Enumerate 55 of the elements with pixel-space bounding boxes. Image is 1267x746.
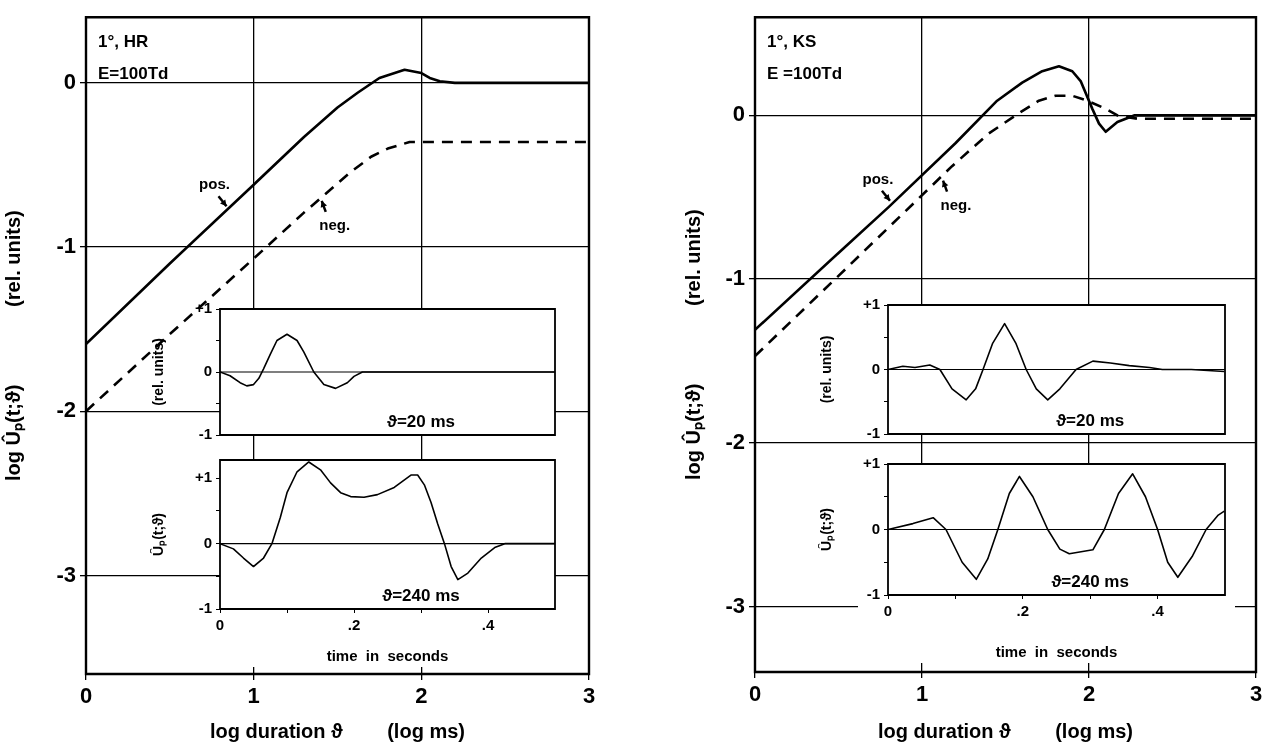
- y-axis-title: log Ûₚ(t;ϑ) (rel. units): [0, 210, 26, 481]
- y-tick-label: -3: [725, 592, 745, 618]
- y-tick-label: -1: [198, 425, 212, 443]
- y-axis-title: (rel. units): [818, 335, 835, 404]
- y-axis-title: log Ûₚ(t;ϑ) (rel. units): [680, 209, 706, 480]
- y-axis-title: (rel. units): [150, 338, 167, 406]
- y-tick-label: 0: [871, 359, 880, 377]
- y-tick-label: -1: [866, 424, 880, 442]
- x-tick-label: 2: [1082, 681, 1096, 707]
- x-axis-title: log duration ϑ (log ms): [210, 719, 465, 742]
- annotation: 1°, KS: [767, 32, 817, 52]
- y-tick-label: -1: [198, 599, 212, 617]
- annotation: ϑ=240 ms: [382, 586, 460, 605]
- annotation: E =100Td: [767, 64, 843, 84]
- y-tick-label: 0: [63, 68, 76, 94]
- y-tick-label: +1: [862, 295, 880, 313]
- annotation: 1°, HR: [98, 32, 149, 52]
- x-tick-label: 1: [915, 681, 929, 707]
- x-tick-label: .2: [347, 616, 361, 634]
- y-tick-label: 0: [203, 533, 212, 551]
- x-tick-label: 0: [215, 616, 225, 634]
- x-tick-label: 1: [247, 683, 260, 709]
- x-tick-label: .4: [481, 616, 495, 634]
- y-tick-label: 0: [732, 101, 745, 127]
- x-tick-label: 2: [415, 683, 428, 709]
- y-tick-label: -1: [725, 265, 745, 291]
- annotation: pos.: [862, 169, 894, 187]
- x-tick-label: 0: [748, 681, 762, 707]
- y-tick-label: -3: [56, 561, 76, 587]
- y-tick-label: 0: [203, 362, 212, 380]
- x-tick-label: 0: [79, 683, 93, 709]
- annotation: ϑ=20 ms: [386, 412, 456, 431]
- y-axis-title: Ûₚ(t;ϑ): [817, 508, 836, 551]
- x-tick-label: .2: [1016, 602, 1030, 620]
- annotation: pos.: [199, 175, 230, 193]
- y-tick-label: -2: [56, 397, 76, 423]
- y-tick-label: 0: [871, 519, 880, 537]
- x-tick-label: .4: [1151, 602, 1165, 620]
- x-tick-label: 3: [582, 683, 596, 709]
- x-axis-title: log duration ϑ (log ms): [878, 719, 1133, 742]
- y-tick-label: +1: [862, 454, 880, 472]
- x-axis-title: time in seconds: [326, 647, 449, 665]
- annotation: ϑ=240 ms: [1051, 572, 1129, 591]
- annotation: E=100Td: [98, 64, 169, 84]
- annotation: neg.: [940, 195, 972, 213]
- y-tick-label: -1: [866, 585, 880, 603]
- annotation: ϑ=20 ms: [1056, 411, 1125, 430]
- y-tick-label: -2: [725, 428, 745, 454]
- y-tick-label: +1: [194, 468, 212, 486]
- y-axis-title: Ûₚ(t;ϑ): [149, 513, 168, 556]
- y-tick-label: -1: [56, 233, 76, 259]
- x-tick-label: 0: [883, 602, 893, 620]
- x-axis-title: time in seconds: [995, 643, 1118, 661]
- x-tick-label: 3: [1249, 681, 1263, 707]
- annotation: neg.: [319, 215, 351, 233]
